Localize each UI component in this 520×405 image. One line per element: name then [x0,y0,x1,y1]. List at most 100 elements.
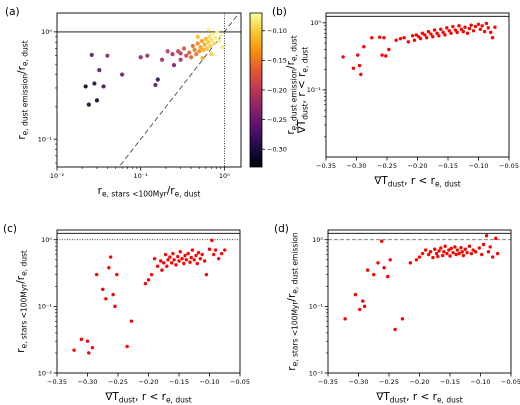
data-point [166,258,170,262]
x-tick-label: −0.35 [316,162,336,170]
data-point [484,21,489,26]
data-point [423,33,427,37]
data-points [341,21,497,77]
data-point [489,30,493,35]
data-point [94,98,100,103]
colorbar-tick-label: −0.25 [267,116,287,124]
data-point [216,256,221,261]
data-point [356,53,360,57]
data-point [362,45,366,49]
data-point [208,43,213,49]
data-point [417,255,422,259]
data-point [111,292,115,297]
data-point [357,63,362,68]
data-point [410,34,415,38]
x-tick-label: 10⁻¹ [134,172,149,180]
data-point [101,287,105,292]
panel-b: −0.35 −0.30 −0.25 −0.20 −0.15 −0.10 −0.05 10⁻¹ 1… [272,6,519,189]
data-point [145,53,150,58]
data-point [202,259,207,263]
data-point [153,82,158,88]
data-point [412,38,417,42]
data-point [451,24,455,29]
data-point [197,49,202,54]
data-point [426,29,431,34]
data-point [408,261,413,265]
data-point [431,255,435,260]
y-tick-label: 10⁰ [310,19,321,27]
data-point [442,250,446,254]
data-point [343,317,347,321]
data-point [195,41,200,46]
data-point [480,252,484,257]
data-point [394,38,398,42]
data-point [379,239,384,243]
data-point [451,250,455,255]
x-axis-label: ∇Tdust, r < re, dust [104,391,191,405]
data-point [465,31,470,35]
data-point [432,28,437,32]
data-point [138,55,143,60]
data-point [443,244,447,248]
x-tick-label: −0.10 [469,162,489,170]
data-point [362,304,367,309]
x-tick-label: 10⁰ [219,172,230,180]
data-point [461,253,466,258]
data-point [402,35,406,40]
data-point [220,45,225,50]
x-tick-label: −0.05 [230,378,250,386]
data-point [457,24,461,28]
data-point [178,57,183,62]
data-point [113,304,117,309]
data-point [453,245,457,249]
panel-c: −0.35 −0.30 −0.25 −0.20 −0.15 −0.10 −0.05 10⁻² 1… [3,223,250,405]
data-point [460,250,464,254]
x-axis-label: ∇Tdust, r < re, dust [373,175,460,189]
data-point [218,33,223,38]
data-point [213,35,218,40]
data-point [423,248,428,252]
data-point [461,29,465,34]
data-point [200,55,205,61]
data-point [204,272,209,277]
data-point [129,319,134,323]
data-point [213,248,218,252]
data-point [471,248,475,252]
data-point [454,252,458,257]
y-tick-label: 10⁻¹ [309,303,324,311]
y-tick-label: 10⁻¹ [38,303,53,311]
data-point [182,261,186,266]
data-point [163,252,168,257]
colorbar-tick-label: −0.30 [267,146,287,154]
data-point [199,39,205,44]
data-point [473,24,478,29]
data-point [438,27,443,32]
plot-frame [56,229,241,374]
data-point [177,259,181,263]
data-point [94,272,99,277]
data-point [204,46,210,51]
data-point [209,37,214,43]
x-tick-label: −0.05 [499,162,519,170]
data-point [207,34,212,39]
data-point [180,256,184,261]
panel-label: (d) [274,223,289,235]
data-point [491,255,495,259]
data-point [434,251,439,256]
plot-frame [56,12,242,168]
data-point [196,250,201,255]
data-point [439,246,443,250]
data-point [471,29,476,33]
data-point [493,25,497,29]
x-tick-label: −0.25 [377,162,397,170]
x-tick-label: −0.30 [349,378,369,386]
data-point [105,53,110,58]
data-point [477,246,481,250]
y-tick-label: 10⁻¹ [307,86,322,94]
data-point [107,266,111,270]
data-point [89,52,94,58]
x-axis-label: ∇Tdust, r < re, dust [375,391,462,405]
data-point [480,24,484,28]
data-point [108,255,113,259]
y-tick-label: 10⁰ [312,236,323,244]
